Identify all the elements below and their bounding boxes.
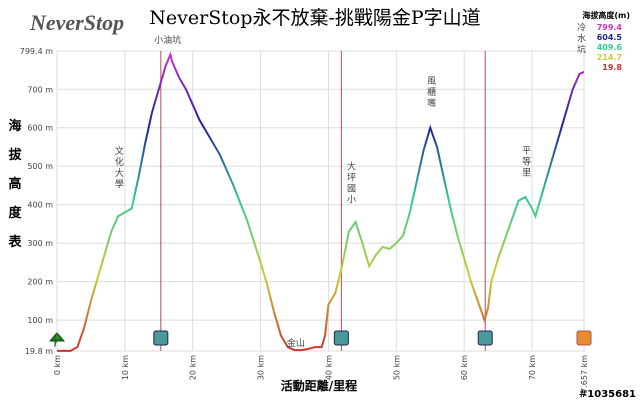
y-axis-label: 海拔高度表	[7, 118, 22, 250]
x-tick-label: 60 km	[460, 355, 469, 380]
annotation: 平等里	[522, 145, 531, 178]
y-tick-label: 200 m	[27, 278, 53, 287]
finish-icon	[576, 330, 592, 346]
legend-value: 409.6	[597, 43, 623, 52]
legend-value: 799.4	[597, 23, 623, 32]
x-tick-label: 20 km	[189, 355, 198, 380]
plot-area	[56, 50, 585, 352]
y-tick-label: 799.4 m	[20, 47, 53, 56]
x-tick-label: 10 km	[121, 355, 130, 380]
x-tick-label: 77.657 km	[580, 355, 589, 398]
x-tick-label: 50 km	[392, 355, 401, 380]
y-tick-label: 700 m	[27, 85, 53, 94]
legend-value: 214.7	[597, 53, 622, 62]
marker-icon	[333, 330, 349, 346]
y-tick-label: 100 m	[27, 316, 53, 325]
y-tick-label: 19.8 m	[25, 347, 53, 356]
y-tick-label: 600 m	[27, 124, 53, 133]
marker-icon	[153, 330, 169, 346]
legend-title: 海拔高度(m)	[582, 10, 630, 20]
x-axis-label: 活動距離/里程	[281, 378, 357, 393]
logo: NeverStop	[29, 10, 124, 35]
start-icon	[48, 332, 66, 347]
x-tick-label: 0 km	[53, 355, 62, 375]
annotation: 大坪國小	[347, 160, 356, 205]
annotation: 金山	[287, 337, 305, 349]
annotation: 文化大學	[115, 145, 124, 190]
y-tick-label: 300 m	[27, 239, 53, 248]
x-tick-label: 70 km	[528, 355, 537, 380]
x-tick-label: 40 km	[324, 355, 333, 380]
legend-value: 604.5	[597, 33, 623, 42]
chart-title: NeverStop永不放棄-挑戰陽金P字山道	[149, 7, 480, 29]
y-tick-label: 500 m	[27, 162, 53, 171]
annotation: 小油坑	[154, 34, 181, 46]
elevation-line	[57, 51, 585, 352]
watermark: #1035681	[579, 389, 636, 400]
y-tick-label: 400 m	[27, 201, 53, 210]
marker-icon	[477, 330, 493, 346]
annotation: 風櫃嘴	[427, 76, 436, 109]
annotation: 冷水坑	[577, 21, 586, 55]
legend-value: 19.8	[602, 63, 622, 72]
x-tick-label: 30 km	[257, 355, 266, 380]
